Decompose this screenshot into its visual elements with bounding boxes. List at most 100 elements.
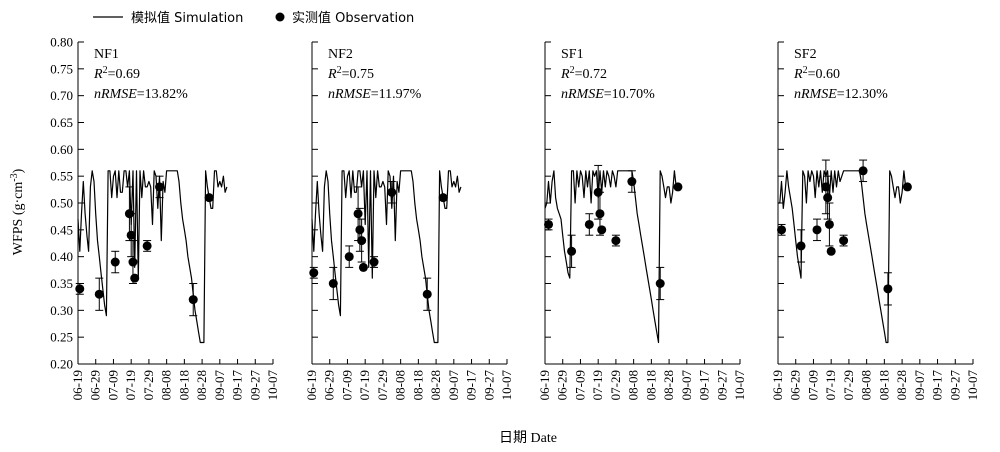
panel-name: NF1: [94, 47, 119, 62]
observation-point: [358, 262, 368, 272]
panel-sf2: 06-19 06-29 07-09 07-19 07-29 08-08 08-18 08-28…: [770, 41, 980, 401]
observation-point: [155, 182, 165, 192]
observation-point: [823, 193, 833, 203]
observation-point: [796, 241, 806, 251]
x-tick-label: 09-07: [679, 370, 694, 401]
x-tick-label: 09-07: [446, 370, 461, 401]
observation-point: [544, 219, 554, 229]
observation-point: [357, 236, 367, 246]
observation-point: [673, 182, 683, 192]
x-tick-label: 08-28: [428, 370, 443, 400]
x-tick-label: 06-29: [555, 370, 570, 400]
x-tick-label: 10-07: [265, 370, 280, 401]
x-tick-label: 07-29: [375, 370, 390, 400]
observation-point: [567, 246, 577, 256]
observation-point: [824, 219, 834, 229]
panels: 0.20 0.25 0.30 0.35 0.40 0.45 0.50 0.55 0.60 0.65…: [50, 35, 980, 401]
x-tick-label: 06-19: [70, 370, 85, 400]
observation-point: [142, 241, 152, 251]
x-tick-label: 08-28: [661, 370, 676, 400]
nrmse-label: nRMSE=11.97%: [328, 87, 422, 102]
panel-nf1: 0.20 0.25 0.30 0.35 0.40 0.45 0.50 0.55 0.60 0.65…: [50, 35, 280, 401]
observation-point: [438, 193, 448, 203]
y-axis-label: WFPS (g·cm-3): [9, 168, 26, 255]
x-tick-label: 07-29: [141, 370, 156, 400]
r2-label: R2=0.75: [327, 65, 374, 82]
y-tick-label: 0.40: [50, 249, 73, 264]
panel-nf2: 06-19 06-29 07-09 07-19 07-29 08-08 08-18 08-28…: [304, 41, 514, 401]
x-tick-label: 07-09: [572, 370, 587, 400]
observation-point: [777, 225, 787, 235]
x-tick-label: 08-18: [176, 370, 191, 400]
x-tick-label: 10-07: [965, 370, 980, 401]
y-tick-label: 0.50: [50, 196, 73, 211]
nrmse-label: nRMSE=13.82%: [94, 87, 188, 102]
observation-point: [839, 236, 849, 246]
panel-name: SF2: [794, 47, 817, 62]
y-tick-label: 0.20: [50, 357, 73, 372]
observation-point: [883, 284, 893, 294]
observation-point: [812, 225, 822, 235]
r2-label: R2=0.69: [93, 65, 140, 82]
x-tick-label: 07-29: [608, 370, 623, 400]
observation-point: [369, 257, 379, 267]
x-tick-label: 06-19: [537, 370, 552, 400]
x-tick-label: 09-17: [230, 370, 245, 401]
x-tick-label: 08-08: [393, 370, 408, 400]
observation-point: [627, 177, 637, 187]
x-axis-label: 日期 Date: [499, 430, 557, 446]
observation-point: [902, 182, 912, 192]
observation-point: [655, 279, 665, 288]
x-tick-label: 09-07: [912, 370, 927, 401]
x-tick-label: 07-19: [123, 370, 138, 400]
observation-point: [188, 295, 198, 305]
observation-point: [387, 187, 397, 197]
x-tick-label: 07-19: [590, 370, 605, 400]
x-tick-label: 08-08: [626, 370, 641, 400]
x-tick-label: 06-19: [770, 370, 785, 400]
observation-point: [355, 225, 365, 235]
x-tick-label: 07-09: [805, 370, 820, 400]
x-tick-label: 10-07: [499, 370, 514, 401]
x-tick-label: 09-27: [714, 370, 729, 401]
legend: 模拟值 Simulation 实测值 Observation: [93, 10, 414, 26]
observation-point: [75, 284, 85, 294]
observation-point: [611, 236, 621, 246]
observation-point: [110, 257, 120, 267]
x-tick-label: 08-08: [159, 370, 174, 400]
x-tick-label: 07-19: [357, 370, 372, 400]
observation-point: [344, 252, 354, 262]
x-tick-label: 06-29: [322, 370, 337, 400]
y-tick-label: 0.55: [50, 169, 73, 184]
r2-label: R2=0.72: [560, 65, 607, 82]
legend-observation-marker: [275, 12, 285, 22]
observation-point: [353, 209, 363, 219]
observation-point: [328, 279, 338, 288]
observation-point: [309, 268, 319, 278]
legend-observation-label: 实测值 Observation: [292, 10, 414, 26]
x-tick-label: 09-27: [247, 370, 262, 401]
x-tick-label: 08-18: [410, 370, 425, 400]
observation-point: [128, 257, 138, 267]
x-tick-label: 08-18: [643, 370, 658, 400]
simulation-line: [77, 170, 228, 344]
x-tick-label: 09-27: [947, 370, 962, 401]
x-tick-label: 10-07: [732, 370, 747, 401]
x-tick-label: 06-19: [304, 370, 319, 400]
panel-name: NF2: [328, 47, 353, 62]
x-tick-label: 06-29: [88, 370, 103, 400]
simulation-line: [778, 170, 908, 344]
x-tick-label: 09-17: [464, 370, 479, 401]
y-tick-label: 0.65: [50, 115, 73, 130]
x-tick-label: 08-18: [876, 370, 891, 400]
observation-point: [595, 209, 605, 219]
observation-point: [821, 182, 831, 192]
observation-point: [858, 166, 868, 176]
x-tick-label: 09-07: [212, 370, 227, 401]
observation-point: [204, 193, 214, 203]
simulation-line: [544, 170, 678, 344]
x-tick-label: 08-28: [894, 370, 909, 400]
y-tick-label: 0.80: [50, 35, 73, 50]
y-tick-label: 0.45: [50, 222, 73, 237]
